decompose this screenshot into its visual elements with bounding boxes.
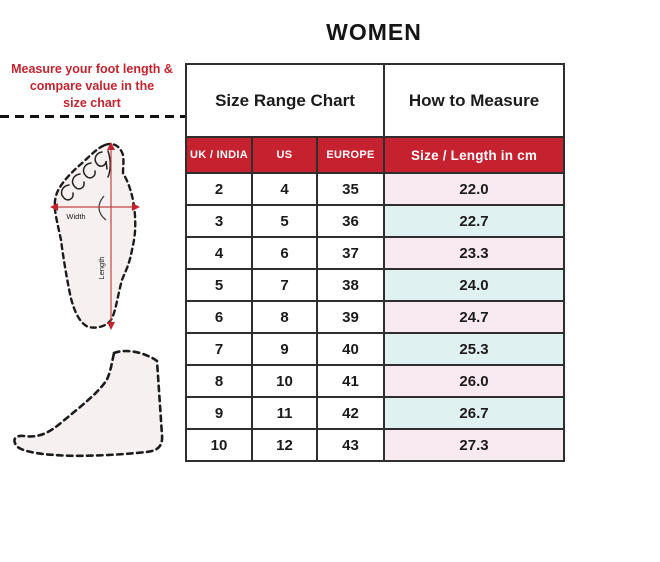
cell-uk-india: 8 [185,364,253,398]
cell-europe: 35 [315,172,386,206]
col-header-europe: EUROPE [315,136,386,174]
measure-instruction-line: size chart [63,95,121,110]
length-label: Length [97,257,106,280]
width-label: Width [66,212,85,221]
cell-uk-india: 10 [185,428,253,462]
length-arrow [107,142,115,330]
table-row: 4 6 37 23.3 [185,236,566,270]
cell-uk-india: 4 [185,236,253,270]
arch-curve-mark [98,195,107,221]
foot-side-illustration [13,349,164,458]
cell-uk-india: 9 [185,396,253,430]
cell-us: 7 [251,268,318,302]
cell-europe: 43 [315,428,386,462]
cell-uk-india: 6 [185,300,253,334]
size-range-chart-header: Size Range Chart [184,63,386,138]
cell-us: 5 [251,204,318,238]
cell-uk-india: 2 [185,172,253,206]
cell-europe: 36 [315,204,386,238]
measure-instruction-line: Measure your foot length & [11,62,173,76]
cell-length-cm: 24.0 [383,268,566,302]
table-row: 5 7 38 24.0 [185,268,566,302]
cell-length-cm: 26.0 [383,364,566,398]
dashed-separator-line [0,115,187,118]
cell-europe: 37 [315,236,386,270]
cell-us: 10 [251,364,318,398]
foot-side-outline-icon [13,349,164,458]
size-range-table: Size Range Chart How to Measure UK / IND… [184,63,566,462]
cell-europe: 39 [315,300,386,334]
cell-us: 8 [251,300,318,334]
cell-uk-india: 5 [185,268,253,302]
cell-us: 12 [251,428,318,462]
cell-length-cm: 22.0 [383,172,566,206]
cell-us: 4 [251,172,318,206]
cell-length-cm: 27.3 [383,428,566,462]
foot-sole-illustration: Width Length [50,142,140,330]
col-header-length-cm: Size / Length in cm [383,136,566,174]
how-to-measure-header: How to Measure [383,63,566,138]
cell-length-cm: 26.7 [383,396,566,430]
cell-length-cm: 22.7 [383,204,566,238]
cell-uk-india: 7 [185,332,253,366]
width-arrow [50,203,140,211]
col-header-uk-india: UK / INDIA [185,136,253,174]
cell-us: 11 [251,396,318,430]
cell-length-cm: 24.7 [383,300,566,334]
table-row: 8 10 41 26.0 [185,364,566,398]
column-header-row: UK / INDIA US EUROPE Size / Length in cm [185,136,566,174]
table-row: 10 12 43 27.3 [185,428,566,462]
cell-europe: 38 [315,268,386,302]
cell-uk-india: 3 [185,204,253,238]
cell-europe: 40 [315,332,386,366]
cell-europe: 42 [315,396,386,430]
cell-length-cm: 23.3 [383,236,566,270]
cell-length-cm: 25.3 [383,332,566,366]
measure-instruction-line: compare value in the [29,78,155,93]
foot-sole-outline-icon [53,142,137,329]
toe-marks [60,150,111,201]
table-row: 6 8 39 24.7 [185,300,566,334]
cell-europe: 41 [315,364,386,398]
page-title: WOMEN [326,19,422,45]
table-row: 3 5 36 22.7 [185,204,566,238]
col-header-us: US [251,136,318,174]
cell-us: 6 [251,236,318,270]
measure-instruction: Measure your foot length & compare value… [0,61,184,112]
table-row: 9 11 42 26.7 [185,396,566,430]
group-header-row: Size Range Chart How to Measure [184,63,566,138]
table-row: 7 9 40 25.3 [185,332,566,366]
table-row: 2 4 35 22.0 [185,172,566,206]
cell-us: 9 [251,332,318,366]
